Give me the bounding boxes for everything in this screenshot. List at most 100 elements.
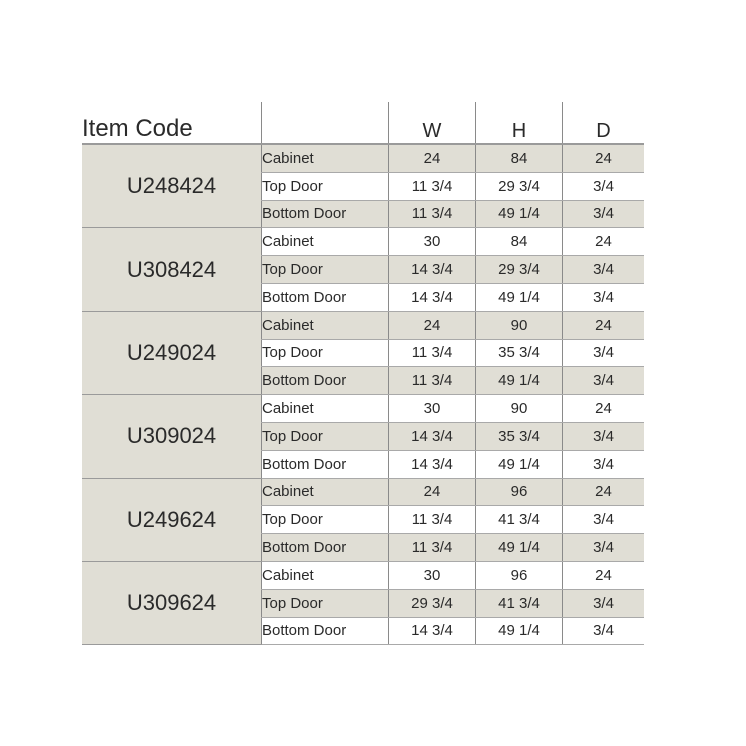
width-value: 11 3/4 — [388, 339, 476, 368]
depth-value: 3/4 — [562, 283, 644, 312]
width-value: 11 3/4 — [388, 505, 476, 535]
table-row: Bottom Door 14 3/4 49 1/4 3/4 — [82, 450, 644, 479]
part-name: Cabinet — [261, 394, 389, 423]
header-width: W — [388, 102, 476, 144]
height-value: 49 1/4 — [475, 283, 563, 312]
table-row: Top Door 14 3/4 29 3/4 3/4 — [82, 255, 644, 284]
width-value: 14 3/4 — [388, 283, 476, 312]
header-item-code: Item Code — [82, 115, 193, 142]
item-code: U309024 — [82, 394, 262, 479]
part-name: Cabinet — [261, 478, 389, 507]
part-name: Bottom Door — [261, 200, 389, 229]
table-row: U249624 Cabinet 24 96 24 — [82, 478, 644, 562]
height-value: 96 — [475, 561, 563, 590]
part-name: Bottom Door — [261, 283, 389, 312]
width-value: 11 3/4 — [388, 533, 476, 562]
table-row: Bottom Door 14 3/4 49 1/4 3/4 — [82, 283, 644, 312]
depth-value: 24 — [562, 227, 644, 257]
height-value: 41 3/4 — [475, 589, 563, 618]
height-value: 84 — [475, 144, 563, 173]
part-name: Top Door — [261, 172, 389, 201]
height-value: 41 3/4 — [475, 505, 563, 535]
depth-value: 3/4 — [562, 172, 644, 201]
part-name: Bottom Door — [261, 366, 389, 396]
width-value: 14 3/4 — [388, 422, 476, 451]
item-code: U248424 — [82, 144, 262, 229]
height-value: 49 1/4 — [475, 366, 563, 396]
part-name: Bottom Door — [261, 450, 389, 479]
table-row: U309624 Cabinet 30 96 24 — [82, 561, 644, 646]
depth-value: 3/4 — [562, 255, 644, 284]
part-name: Bottom Door — [261, 617, 389, 646]
height-value: 49 1/4 — [475, 200, 563, 229]
height-value: 35 3/4 — [475, 422, 563, 451]
part-name: Top Door — [261, 505, 389, 535]
width-value: 29 3/4 — [388, 589, 476, 618]
height-value: 49 1/4 — [475, 533, 563, 562]
table-row: Bottom Door 14 3/4 49 1/4 3/4 — [82, 617, 644, 646]
item-code: U249024 — [82, 311, 262, 396]
depth-value: 24 — [562, 311, 644, 340]
depth-value: 3/4 — [562, 200, 644, 229]
table-row: Top Door 11 3/4 41 3/4 3/4 — [82, 505, 644, 535]
item-code: U249624 — [82, 478, 262, 562]
width-value: 14 3/4 — [388, 617, 476, 646]
depth-value: 24 — [562, 478, 644, 507]
height-value: 96 — [475, 478, 563, 507]
part-name: Bottom Door — [261, 533, 389, 562]
height-value: 90 — [475, 311, 563, 340]
item-code: U308424 — [82, 227, 262, 312]
part-name: Cabinet — [261, 561, 389, 590]
width-value: 30 — [388, 561, 476, 590]
width-value: 24 — [388, 478, 476, 507]
header-row: Item Code W H D — [82, 102, 644, 144]
table-row: Top Door 11 3/4 35 3/4 3/4 — [82, 339, 644, 368]
depth-value: 3/4 — [562, 422, 644, 451]
table-row: U309024 Cabinet 30 90 24 — [82, 394, 644, 479]
height-value: 35 3/4 — [475, 339, 563, 368]
table-row: Top Door 29 3/4 41 3/4 3/4 — [82, 589, 644, 618]
table-row: U249024 Cabinet 24 90 24 — [82, 311, 644, 396]
table-row: U248424 Cabinet 24 84 24 — [82, 144, 644, 229]
width-value: 30 — [388, 394, 476, 423]
part-name: Top Door — [261, 255, 389, 284]
width-value: 11 3/4 — [388, 366, 476, 396]
part-name: Cabinet — [261, 227, 389, 257]
part-name: Top Door — [261, 589, 389, 618]
width-value: 14 3/4 — [388, 450, 476, 479]
depth-value: 24 — [562, 144, 644, 173]
dimensions-table: Item Code W H D U248424 Cabinet 24 84 24 Top … — [82, 102, 644, 646]
depth-value: 3/4 — [562, 450, 644, 479]
width-value: 11 3/4 — [388, 172, 476, 201]
height-value: 29 3/4 — [475, 255, 563, 284]
table-row: Bottom Door 11 3/4 49 1/4 3/4 — [82, 366, 644, 396]
height-value: 49 1/4 — [475, 617, 563, 646]
height-value: 29 3/4 — [475, 172, 563, 201]
table-row: Top Door 11 3/4 29 3/4 3/4 — [82, 172, 644, 201]
part-name: Top Door — [261, 422, 389, 451]
depth-value: 3/4 — [562, 589, 644, 618]
width-value: 11 3/4 — [388, 200, 476, 229]
part-name: Cabinet — [261, 311, 389, 340]
part-name: Top Door — [261, 339, 389, 368]
depth-value: 3/4 — [562, 339, 644, 368]
width-value: 30 — [388, 227, 476, 257]
depth-value: 24 — [562, 394, 644, 423]
depth-value: 3/4 — [562, 533, 644, 562]
height-value: 90 — [475, 394, 563, 423]
width-value: 24 — [388, 144, 476, 173]
depth-value: 3/4 — [562, 505, 644, 535]
height-value: 49 1/4 — [475, 450, 563, 479]
width-value: 24 — [388, 311, 476, 340]
item-code: U309624 — [82, 561, 262, 646]
header-depth: D — [562, 102, 644, 144]
table-row: Top Door 14 3/4 35 3/4 3/4 — [82, 422, 644, 451]
table-row: U308424 Cabinet 30 84 24 — [82, 227, 644, 312]
depth-value: 3/4 — [562, 366, 644, 396]
header-height: H — [475, 102, 563, 144]
depth-value: 3/4 — [562, 617, 644, 646]
width-value: 14 3/4 — [388, 255, 476, 284]
header-part — [261, 102, 389, 144]
table-row: Bottom Door 11 3/4 49 1/4 3/4 — [82, 200, 644, 229]
part-name: Cabinet — [261, 144, 389, 173]
